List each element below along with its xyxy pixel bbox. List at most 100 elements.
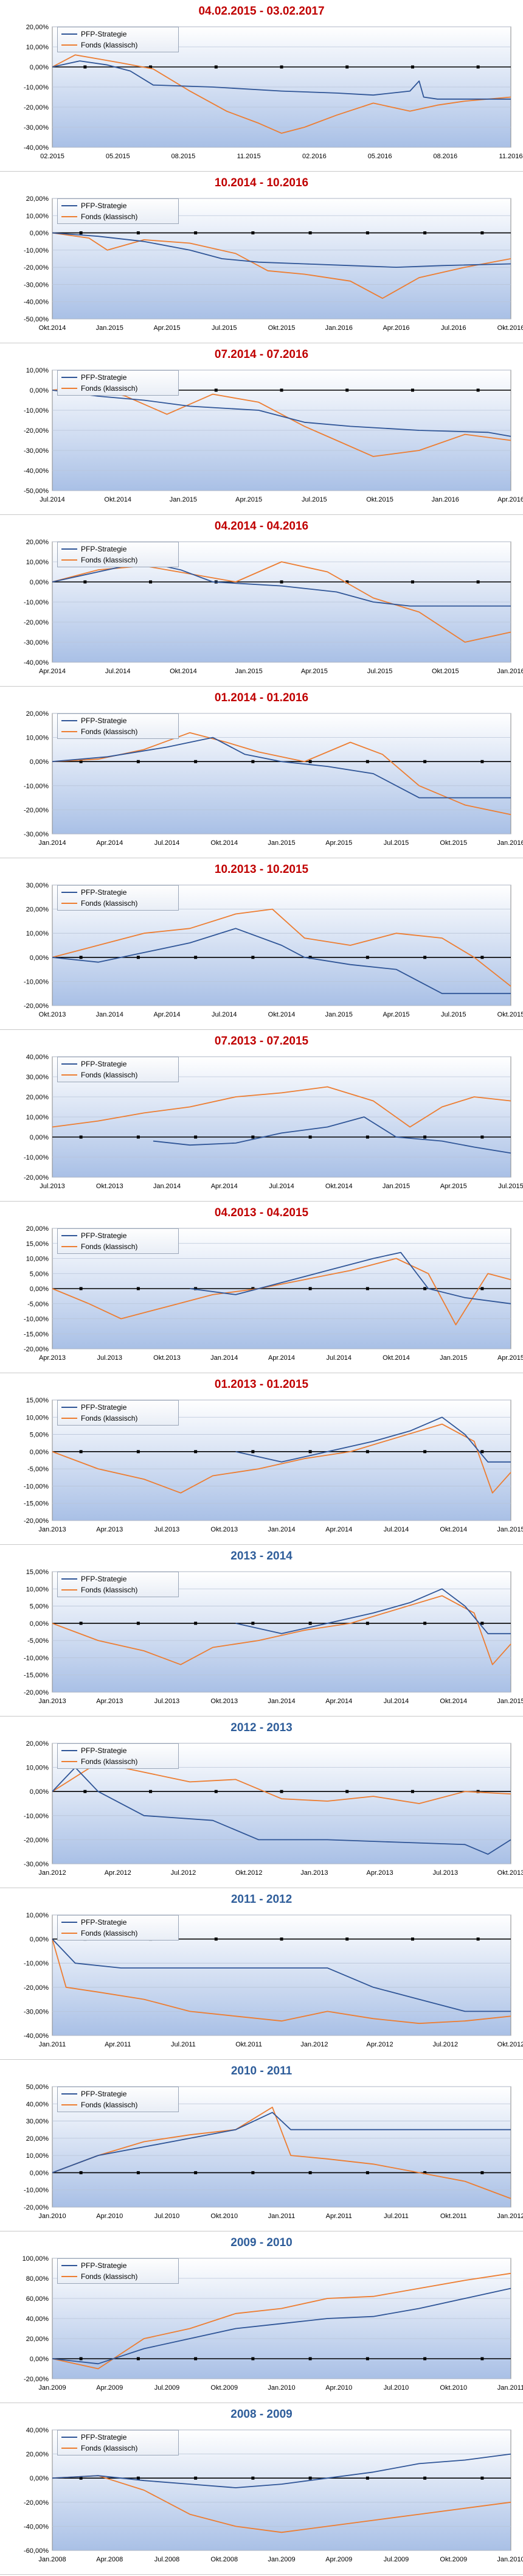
x-tick-label: Okt.2014 <box>268 1011 296 1018</box>
legend: PFP-Strategie Fonds (klassisch) <box>57 1743 179 1769</box>
y-tick-label: -50,00% <box>24 488 49 495</box>
zero-line-marker <box>251 2171 255 2174</box>
y-tick-label: 0,00% <box>30 1620 49 1628</box>
legend-swatch <box>61 44 77 46</box>
zero-line-marker <box>79 2171 83 2174</box>
y-tick-label: 15,00% <box>26 1397 49 1404</box>
y-tick-label: 0,00% <box>30 954 49 962</box>
x-tick-label: Okt.2015 <box>497 1011 523 1018</box>
y-tick-label: -20,00% <box>24 1689 49 1696</box>
zero-line-marker <box>83 580 87 584</box>
legend-swatch <box>61 33 77 35</box>
chart-title: 10.2014 - 10.2016 <box>214 177 309 189</box>
zero-line-marker <box>480 1450 484 1454</box>
x-tick-label: Jan.2015 <box>383 1183 410 1190</box>
chart-title: 2009 - 2010 <box>230 2236 293 2249</box>
x-tick-label: Jul.2015 <box>384 839 409 847</box>
x-tick-label: Jul.2014 <box>384 1526 409 1533</box>
y-tick-label: 15,00% <box>26 1569 49 1576</box>
zero-line-marker <box>194 1622 198 1625</box>
zero-line-marker <box>136 231 140 235</box>
y-tick-label: 60,00% <box>26 2295 49 2303</box>
legend-label: Fonds (klassisch) <box>81 1414 138 1423</box>
zero-line-marker <box>365 1287 369 1290</box>
chart-card: 07.2013 - 07.2015 40,00% 30,00% 20,00% 10,00… <box>0 1030 523 1202</box>
x-tick-label: Apr.2015 <box>153 324 180 332</box>
legend: PFP-Strategie Fonds (klassisch) <box>57 198 179 224</box>
series-line-strategy <box>153 1116 511 1154</box>
x-tick-label: Jan.2011 <box>39 2041 66 2048</box>
zero-line-marker <box>251 760 255 763</box>
zero-line-marker <box>136 2171 140 2174</box>
x-tick-label: Okt.2010 <box>440 2384 467 2392</box>
zero-line-marker <box>308 1287 312 1290</box>
x-tick-label: Jul.2011 <box>171 2041 196 2048</box>
zero-line-marker <box>365 231 369 235</box>
legend-item-fund: Fonds (klassisch) <box>61 1584 175 1595</box>
y-tick-label: -20,00% <box>24 2204 49 2211</box>
y-tick-label: 10,00% <box>26 1765 49 1772</box>
legend-label: Fonds (klassisch) <box>81 212 138 221</box>
legend-swatch <box>61 216 77 217</box>
x-tick-label: Apr.2014 <box>39 668 66 675</box>
x-tick-label: Jul.2014 <box>154 839 180 847</box>
zero-line-marker <box>480 2357 484 2361</box>
legend-item-fund: Fonds (klassisch) <box>61 555 175 565</box>
zero-line-marker <box>345 580 349 584</box>
chart-card: 04.2014 - 04.2016 20,00% 10,00% 0,00% -10,00… <box>0 515 523 687</box>
zero-line-marker <box>476 1790 480 1793</box>
legend: PFP-Strategie Fonds (klassisch) <box>57 713 179 739</box>
series-line-strategy <box>52 2287 511 2365</box>
legend-label: PFP-Strategie <box>81 201 127 210</box>
legend-swatch <box>61 2265 77 2266</box>
zero-line-marker <box>149 580 153 584</box>
legend-item-fund: Fonds (klassisch) <box>61 211 175 222</box>
x-tick-label: Okt.2010 <box>210 2213 238 2220</box>
x-tick-label: Apr.2014 <box>153 1011 180 1018</box>
legend-label: PFP-Strategie <box>81 1403 127 1412</box>
y-tick-label: -20,00% <box>24 807 49 814</box>
zero-line-marker <box>149 1790 153 1793</box>
y-tick-label: 10,00% <box>26 1912 49 1919</box>
x-tick-label: Okt.2013 <box>153 1354 181 1362</box>
x-tick-label: Apr.2011 <box>105 2041 131 2048</box>
zero-line-marker <box>480 1622 484 1625</box>
y-tick-label: 0,00% <box>30 1936 49 1944</box>
x-tick-label: Jan.2015 <box>325 1011 353 1018</box>
y-tick-label: -20,00% <box>24 1836 49 1844</box>
zero-line-marker <box>79 2476 83 2480</box>
chart-title: 01.2013 - 01.2015 <box>214 1378 309 1391</box>
zero-line-marker <box>79 2357 83 2361</box>
x-tick-label: Jan.2009 <box>268 2556 295 2563</box>
zero-line-marker <box>308 2171 312 2174</box>
zero-line-marker <box>214 1937 218 1941</box>
x-tick-label: Jul.2014 <box>212 1011 237 1018</box>
zero-line-marker <box>480 2476 484 2480</box>
zero-line-marker <box>214 388 218 392</box>
zero-line-marker <box>410 580 414 584</box>
x-tick-label: Jan.2015 <box>440 1354 467 1362</box>
x-tick-label: Jul.2013 <box>432 1869 458 1877</box>
y-tick-label: 10,00% <box>26 212 49 220</box>
y-tick-label: 20,00% <box>26 1740 49 1748</box>
x-tick-label: Jan.2015 <box>497 1526 523 1533</box>
series-line-strategy <box>52 1766 511 1855</box>
y-tick-label: 0,00% <box>30 758 49 766</box>
y-tick-label: 10,00% <box>26 1586 49 1593</box>
legend: PFP-Strategie Fonds (klassisch) <box>57 2258 179 2284</box>
legend-item-strategy: PFP-Strategie <box>61 1917 175 1928</box>
legend-item-strategy: PFP-Strategie <box>61 29 175 40</box>
x-tick-label: Okt.2014 <box>325 1183 353 1190</box>
chart-title: 10.2013 - 10.2015 <box>214 863 309 876</box>
x-tick-label: Jul.2015 <box>212 324 237 332</box>
y-tick-label: 0,00% <box>30 1788 49 1796</box>
line-chart: 30,00%20,00%10,00%0,00%-10,00%-20,00%Okt… <box>24 882 523 1018</box>
zero-line-marker <box>423 2357 427 2361</box>
y-tick-label: -10,00% <box>24 599 49 606</box>
x-tick-label: 02.2015 <box>40 153 64 160</box>
x-tick-label: Okt.2009 <box>210 2384 238 2392</box>
series-line-fund <box>52 1939 511 2025</box>
legend-swatch <box>61 2448 77 2449</box>
x-tick-label: Okt.2014 <box>440 1526 467 1533</box>
zero-line-marker <box>79 1287 83 1290</box>
